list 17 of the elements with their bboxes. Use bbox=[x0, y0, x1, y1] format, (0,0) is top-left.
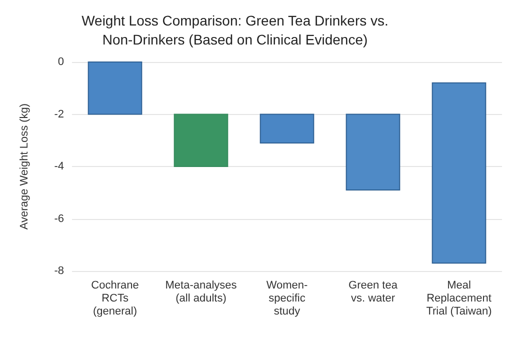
bar bbox=[346, 114, 400, 191]
y-tick-label: 0 bbox=[58, 56, 64, 68]
bar bbox=[432, 82, 486, 264]
chart-title: Weight Loss Comparison: Green Tea Drinkers vs. Non-Drinkers (Based on Clinical Evidence) bbox=[82, 12, 388, 48]
bar bbox=[260, 114, 314, 144]
y-tick-label: -2 bbox=[54, 108, 64, 120]
bar bbox=[174, 114, 228, 167]
x-tick-label: Meta-analyses (all adults) bbox=[165, 280, 238, 304]
y-axis-title: Average Weight Loss (kg) bbox=[18, 103, 30, 230]
x-tick-label: Women- specific study bbox=[266, 280, 308, 318]
bar bbox=[88, 62, 142, 115]
y-tick-label: -4 bbox=[54, 160, 64, 172]
x-tick-label: Meal Replacement Trial (Taiwan) bbox=[426, 280, 492, 318]
x-tick-label: Cochrane RCTs (general) bbox=[91, 280, 139, 318]
y-tick-label: -6 bbox=[54, 212, 64, 225]
x-tick-label: Green tea vs. water bbox=[348, 280, 398, 304]
y-tick-label: -8 bbox=[54, 265, 64, 277]
